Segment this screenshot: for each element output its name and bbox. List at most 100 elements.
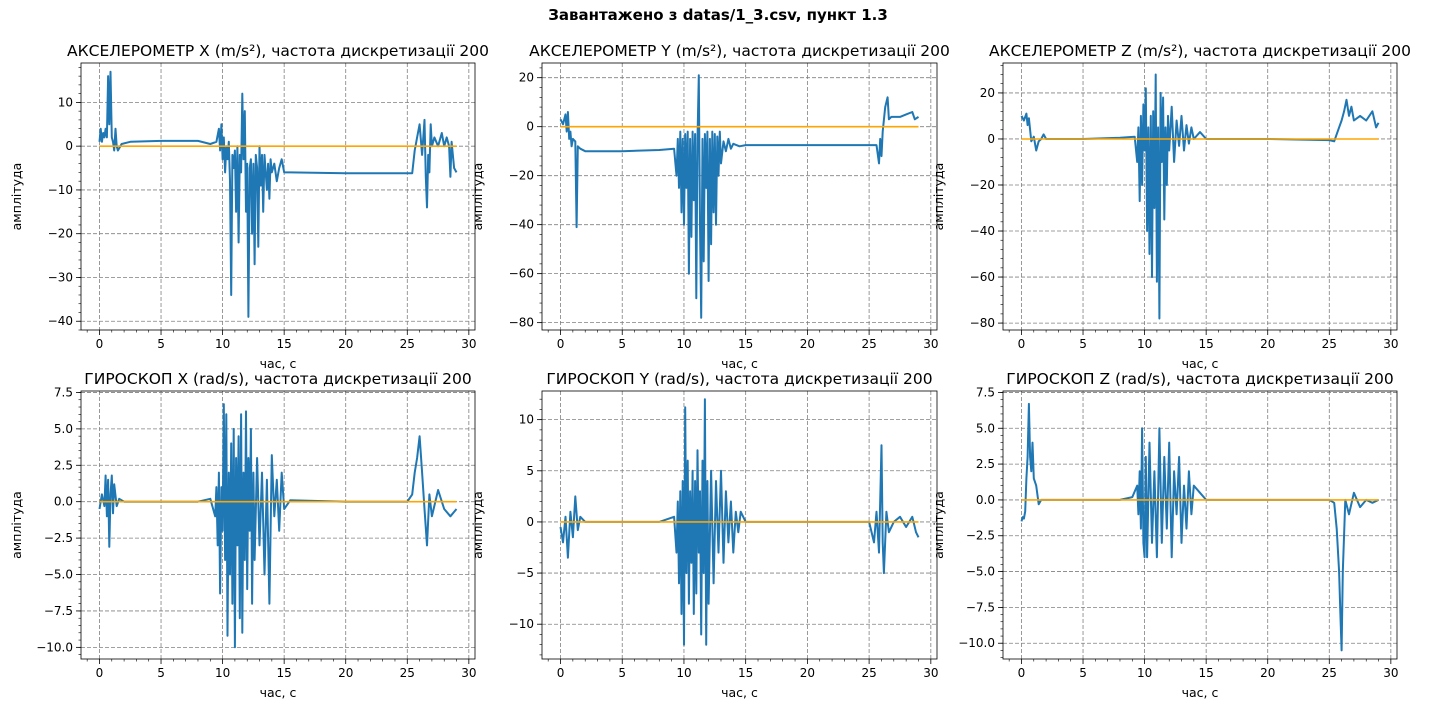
x-tick-label: 5	[1079, 666, 1087, 680]
axes-frame	[80, 62, 476, 331]
y-axis-label: амплітуда	[470, 491, 485, 559]
y-tick-label: −40	[509, 218, 534, 232]
y-axis-label: амплітуда	[931, 491, 946, 559]
y-tick-label: −5	[516, 566, 534, 580]
x-tick-label: 5	[618, 337, 626, 351]
subplot-title: АКСЕЛЕРОМЕТР Y (m/s²), частота дискретиз…	[529, 42, 950, 60]
axes-frame	[80, 390, 476, 660]
signal-line	[1020, 73, 1380, 320]
subplot-3: 0 5 10 15 20 25 30 −80 −60 −40 −20 0 20 АКСЕЛЕРОМЕТР …	[931, 42, 1411, 371]
y-axis-label: амплітуда	[9, 163, 24, 231]
y-tick-label: 0	[526, 515, 534, 529]
subplot-title: ГИРОСКОП Y (rad/s), частота дискретизаці…	[546, 370, 932, 388]
y-tick-label: −10	[48, 183, 73, 197]
signal-line	[1020, 402, 1379, 652]
x-tick-label: 25	[1322, 337, 1337, 351]
x-axis-label: час, с	[721, 685, 758, 700]
y-tick-label: −60	[509, 267, 534, 281]
y-tick-label: 5.0	[976, 421, 995, 435]
y-tick-label: 5.0	[54, 422, 73, 436]
y-tick-label: −30	[48, 270, 73, 284]
signal-line	[98, 70, 458, 318]
y-tick-label: 0.0	[976, 493, 995, 507]
axes-frame	[1002, 62, 1398, 331]
x-tick-label: 5	[157, 666, 165, 680]
x-tick-label: 20	[1260, 666, 1275, 680]
x-axis-label: час, с	[260, 685, 297, 700]
x-tick-label: 20	[800, 666, 815, 680]
y-axis-label: амплітуда	[931, 163, 946, 231]
subplot-title: ГИРОСКОП Z (rad/s), частота дискретизаці…	[1006, 370, 1393, 388]
x-tick-label: 30	[461, 337, 476, 351]
subplot-6: 0 5 10 15 20 25 30 −10.0 −7.5 −5.0 −2.5 0.0 2.5 5.0 7.…	[931, 370, 1398, 700]
y-tick-label: −60	[970, 270, 995, 284]
x-axis-label: час, с	[1182, 685, 1219, 700]
y-tick-label: 20	[980, 86, 995, 100]
x-tick-label: 30	[1383, 337, 1398, 351]
x-tick-label: 10	[215, 337, 230, 351]
x-tick-label: 30	[923, 666, 938, 680]
y-tick-label: −20	[48, 227, 73, 241]
y-tick-label: −20	[509, 169, 534, 183]
x-tick-label: 30	[923, 337, 938, 351]
x-tick-label: 0	[557, 666, 565, 680]
y-tick-label: −5.0	[44, 568, 73, 582]
x-tick-label: 0	[96, 666, 104, 680]
subplot-1: 0 5 10 15 20 25 30 −40 −30 −20 −10 0 10 АКСЕЛЕРОМЕТР …	[9, 42, 489, 371]
x-tick-label: 5	[618, 666, 626, 680]
subplot-5: 0 5 10 15 20 25 30 −10 −5 0 5 10 ГИРОСКОП Y (rad/s),…	[470, 370, 938, 700]
x-tick-label: 0	[1018, 337, 1026, 351]
subplot-2: 0 5 10 15 20 25 30 −80 −60 −40 −20 0 20 АКСЕЛЕРОМЕТР …	[470, 42, 950, 371]
x-tick-label: 0	[1018, 666, 1026, 680]
y-tick-label: 0	[65, 139, 73, 153]
x-tick-label: 25	[400, 337, 415, 351]
x-tick-label: 15	[1199, 337, 1214, 351]
y-tick-label: −10.0	[958, 636, 995, 650]
x-tick-label: 25	[1322, 666, 1337, 680]
x-tick-label: 20	[338, 337, 353, 351]
x-tick-label: 25	[400, 666, 415, 680]
y-tick-label: −80	[970, 316, 995, 330]
x-tick-label: 15	[1199, 666, 1214, 680]
y-tick-label: 7.5	[54, 385, 73, 399]
y-axis-label: амплітуда	[9, 491, 24, 559]
y-tick-label: 0	[987, 132, 995, 146]
x-tick-label: 10	[1137, 337, 1152, 351]
y-tick-label: −7.5	[966, 600, 995, 614]
x-tick-label: 25	[861, 666, 876, 680]
y-tick-label: −20	[970, 178, 995, 192]
x-tick-label: 10	[676, 666, 691, 680]
subplot-title: АКСЕЛЕРОМЕТР Z (m/s²), частота дискретиз…	[989, 42, 1411, 60]
y-tick-label: 0	[526, 120, 534, 134]
y-tick-label: −10	[509, 617, 534, 631]
y-tick-label: −5.0	[966, 565, 995, 579]
x-axis-label: час, с	[260, 356, 297, 371]
y-tick-label: 2.5	[976, 457, 995, 471]
x-tick-label: 10	[215, 666, 230, 680]
x-tick-label: 5	[157, 337, 165, 351]
y-tick-label: −10.0	[36, 640, 73, 654]
y-tick-label: 10	[519, 413, 534, 427]
subplot-title: АКСЕЛЕРОМЕТР X (m/s²), частота дискретиз…	[67, 42, 489, 60]
subplot-title: ГИРОСКОП X (rad/s), частота дискретизаці…	[84, 370, 471, 388]
y-tick-label: 10	[58, 95, 73, 109]
x-tick-label: 15	[738, 666, 753, 680]
x-tick-label: 25	[861, 337, 876, 351]
x-tick-label: 20	[338, 666, 353, 680]
x-tick-label: 20	[1260, 337, 1275, 351]
y-tick-label: 5	[526, 464, 534, 478]
figure-title: Завантажено з datas/1_3.csv, пункт 1.3	[548, 6, 888, 24]
x-tick-label: 15	[277, 666, 292, 680]
x-tick-label: 15	[277, 337, 292, 351]
x-tick-label: 30	[461, 666, 476, 680]
y-tick-label: −2.5	[44, 531, 73, 545]
subplot-4: 0 5 10 15 20 25 30 −10.0 −7.5 −5.0 −2.5 0.0 2.5 5.0 7.…	[9, 370, 476, 700]
x-tick-label: 0	[557, 337, 565, 351]
x-tick-label: 0	[96, 337, 104, 351]
y-tick-label: −40	[970, 224, 995, 238]
axes-frame	[1002, 390, 1398, 660]
x-axis-label: час, с	[721, 356, 758, 371]
y-tick-label: 0.0	[54, 495, 73, 509]
y-tick-label: −80	[509, 316, 534, 330]
